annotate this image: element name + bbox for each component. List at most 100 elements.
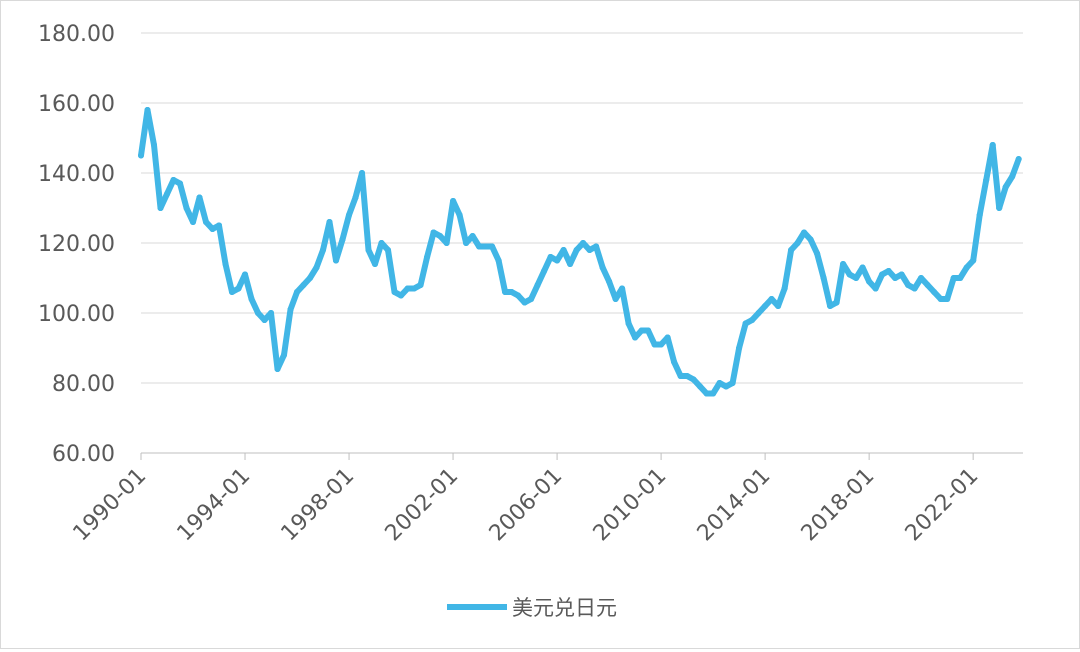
data-point xyxy=(976,212,983,218)
data-point xyxy=(177,180,183,187)
data-point xyxy=(970,257,977,264)
x-tick-label: 2014-01 xyxy=(693,464,776,547)
data-point xyxy=(203,219,209,225)
data-point xyxy=(619,285,626,292)
series-line-segment xyxy=(619,285,632,327)
data-point xyxy=(547,254,554,260)
data-point xyxy=(866,278,873,285)
series-line-segment xyxy=(151,142,164,211)
x-axis xyxy=(140,452,1023,460)
y-tick-label: 160.00 xyxy=(38,92,115,117)
data-point xyxy=(138,152,144,159)
data-point xyxy=(495,257,502,264)
data-point xyxy=(606,278,613,285)
data-point xyxy=(196,194,203,201)
data-point xyxy=(612,296,619,302)
data-point xyxy=(157,205,164,211)
series-line-segment xyxy=(216,222,229,267)
series-line-segment xyxy=(833,261,847,306)
y-tick-label: 120.00 xyxy=(38,232,115,257)
data-point xyxy=(287,306,294,313)
data-point xyxy=(788,247,795,253)
data-point xyxy=(1009,173,1016,180)
series-line-segment xyxy=(736,320,749,351)
data-point xyxy=(339,236,346,243)
data-point xyxy=(515,292,522,299)
data-point xyxy=(450,198,457,204)
data-point xyxy=(898,271,905,278)
data-point xyxy=(1002,184,1009,190)
data-point xyxy=(651,341,658,348)
series-line-segment xyxy=(177,180,190,211)
data-point xyxy=(521,299,528,306)
series-line-segment xyxy=(144,107,157,148)
series-line-segment xyxy=(781,247,795,292)
data-point xyxy=(638,327,645,334)
data-point xyxy=(703,390,710,397)
data-point xyxy=(729,380,736,386)
series-line-segment xyxy=(970,212,983,264)
data-point xyxy=(359,170,365,176)
data-point xyxy=(502,289,509,295)
data-point xyxy=(144,107,151,113)
data-point xyxy=(274,366,281,372)
legend-label: 美元兑日元 xyxy=(512,596,617,620)
data-point xyxy=(710,390,717,397)
series-line-segment xyxy=(222,261,235,295)
data-point xyxy=(255,310,261,316)
data-point xyxy=(1015,156,1022,162)
data-point xyxy=(333,257,339,264)
series-line-segment xyxy=(664,334,678,365)
data-point xyxy=(716,380,723,386)
series-line-segment xyxy=(372,240,385,267)
data-point xyxy=(372,261,378,267)
data-point xyxy=(996,205,1003,211)
data-point xyxy=(586,247,593,253)
data-point xyxy=(391,289,398,295)
series-line-segment xyxy=(333,236,346,264)
data-point xyxy=(456,212,463,218)
data-point xyxy=(827,303,834,309)
data-point xyxy=(632,334,639,341)
data-point xyxy=(229,289,235,295)
data-point xyxy=(248,296,255,302)
series-line-segment xyxy=(242,271,255,302)
series-line-segment xyxy=(281,306,294,358)
series-line-segment xyxy=(417,254,431,288)
series-line-segment xyxy=(820,275,834,309)
data-point xyxy=(365,247,372,253)
data-point xyxy=(801,229,808,236)
x-tick-label: 1990-01 xyxy=(69,464,152,547)
data-point xyxy=(417,282,424,288)
data-point xyxy=(697,383,704,390)
data-point xyxy=(807,236,814,243)
series-line-segment xyxy=(443,198,457,246)
data-point xyxy=(534,282,541,288)
data-point xyxy=(541,268,548,274)
data-point xyxy=(209,226,216,232)
data-point xyxy=(762,303,769,309)
data-point xyxy=(794,240,801,246)
series-line-segment xyxy=(196,194,209,225)
data-point xyxy=(723,383,730,390)
y-tick-label: 180.00 xyxy=(38,22,115,47)
data-point xyxy=(242,271,248,278)
data-point xyxy=(742,320,749,327)
data-point xyxy=(879,271,886,278)
y-tick-label: 140.00 xyxy=(38,162,115,187)
data-point xyxy=(235,285,242,292)
data-point xyxy=(768,296,775,302)
data-point xyxy=(625,320,632,327)
data-point xyxy=(294,289,300,295)
data-point xyxy=(508,289,515,295)
series-line-segment xyxy=(385,247,398,295)
data-point xyxy=(781,285,788,292)
data-point xyxy=(645,327,652,334)
data-point xyxy=(664,334,671,341)
data-point xyxy=(430,229,437,236)
data-point xyxy=(580,240,587,246)
series-line-segment xyxy=(287,289,300,313)
data-point xyxy=(599,264,606,271)
